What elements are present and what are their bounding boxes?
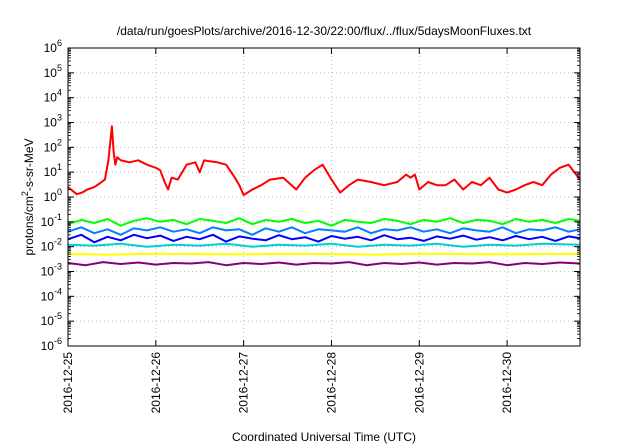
- series-line-3: [67, 226, 581, 236]
- y-tick-label: 102: [44, 137, 62, 154]
- series-line-6: [67, 252, 581, 256]
- ticks: [67, 47, 580, 347]
- series-line-4: [67, 233, 581, 244]
- x-tick-label: 2016-12-30: [500, 352, 514, 414]
- x-tick-label: 2016-12-26: [149, 352, 163, 414]
- y-axis-label-sup: 2: [20, 191, 30, 196]
- y-tick-label: 10-3: [41, 262, 62, 279]
- y-axis-label-prefix: protons/cm: [22, 196, 36, 255]
- y-tick-label: 103: [44, 113, 62, 130]
- y-axis-label: protons/cm2-s-sr-MeV: [20, 138, 36, 255]
- x-tick-label: 2016-12-27: [237, 352, 251, 414]
- y-tick-label: 10-1: [41, 212, 62, 229]
- y-tick-label: 101: [44, 162, 62, 179]
- y-tick-label: 106: [44, 38, 62, 55]
- x-tick-label: 2016-12-29: [412, 352, 426, 414]
- series-line-7: [67, 261, 581, 267]
- y-tick-label: 100: [44, 187, 62, 204]
- x-tick-labels: 2016-12-25 2016-12-26 2016-12-27 2016-12-28…: [61, 352, 514, 414]
- y-tick-label: 10-5: [41, 311, 62, 328]
- x-tick-label: 2016-12-28: [324, 352, 338, 414]
- y-tick-label: 104: [44, 88, 62, 105]
- grid: [68, 48, 580, 346]
- x-tick-label: 2016-12-25: [61, 352, 75, 414]
- series-line-5: [67, 242, 581, 248]
- series-group: [67, 125, 581, 267]
- series-line-1: [67, 125, 581, 196]
- chart-title: /data/run/goesPlots/archive/2016-12-30/2…: [117, 24, 532, 38]
- y-tick-label: 10-4: [41, 286, 62, 303]
- y-tick-label: 10-2: [41, 237, 62, 254]
- y-axis-label-suffix: -s-sr-MeV: [22, 138, 36, 191]
- y-tick-label: 105: [44, 63, 62, 80]
- y-tick-label: 10-6: [41, 336, 62, 353]
- y-tick-labels: 10-6 10-5 10-4 10-3 10-2 10-1 100 101 102 103 104 1…: [41, 38, 62, 353]
- series-line-2: [67, 217, 581, 227]
- x-axis-label: Coordinated Universal Time (UTC): [232, 430, 416, 444]
